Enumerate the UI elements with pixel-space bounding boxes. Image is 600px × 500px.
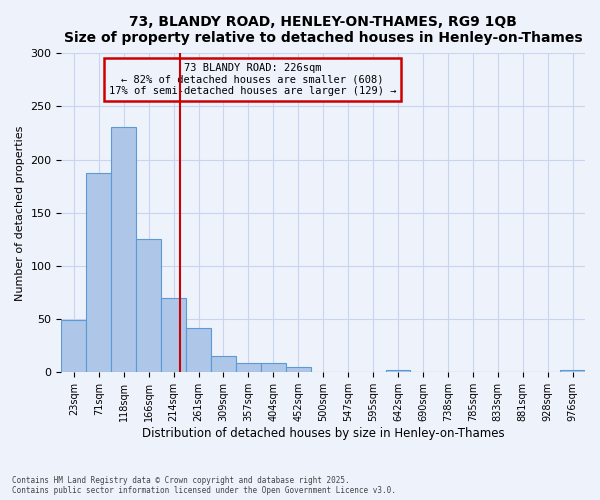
Bar xyxy=(136,240,161,372)
Bar xyxy=(111,126,136,372)
Text: Contains HM Land Registry data © Crown copyright and database right 2025.
Contai: Contains HM Land Registry data © Crown c… xyxy=(12,476,396,495)
Bar xyxy=(236,363,261,372)
Bar xyxy=(386,370,410,372)
Bar xyxy=(286,367,311,372)
Y-axis label: Number of detached properties: Number of detached properties xyxy=(15,125,25,300)
Bar xyxy=(86,174,111,372)
Bar xyxy=(560,370,585,372)
Bar xyxy=(261,363,286,372)
Bar xyxy=(211,356,236,372)
Title: 73, BLANDY ROAD, HENLEY-ON-THAMES, RG9 1QB
Size of property relative to detached: 73, BLANDY ROAD, HENLEY-ON-THAMES, RG9 1… xyxy=(64,15,583,45)
Bar xyxy=(161,298,186,372)
Bar xyxy=(186,328,211,372)
Text: 73 BLANDY ROAD: 226sqm
← 82% of detached houses are smaller (608)
17% of semi-de: 73 BLANDY ROAD: 226sqm ← 82% of detached… xyxy=(109,63,396,96)
Bar xyxy=(61,320,86,372)
X-axis label: Distribution of detached houses by size in Henley-on-Thames: Distribution of detached houses by size … xyxy=(142,427,505,440)
